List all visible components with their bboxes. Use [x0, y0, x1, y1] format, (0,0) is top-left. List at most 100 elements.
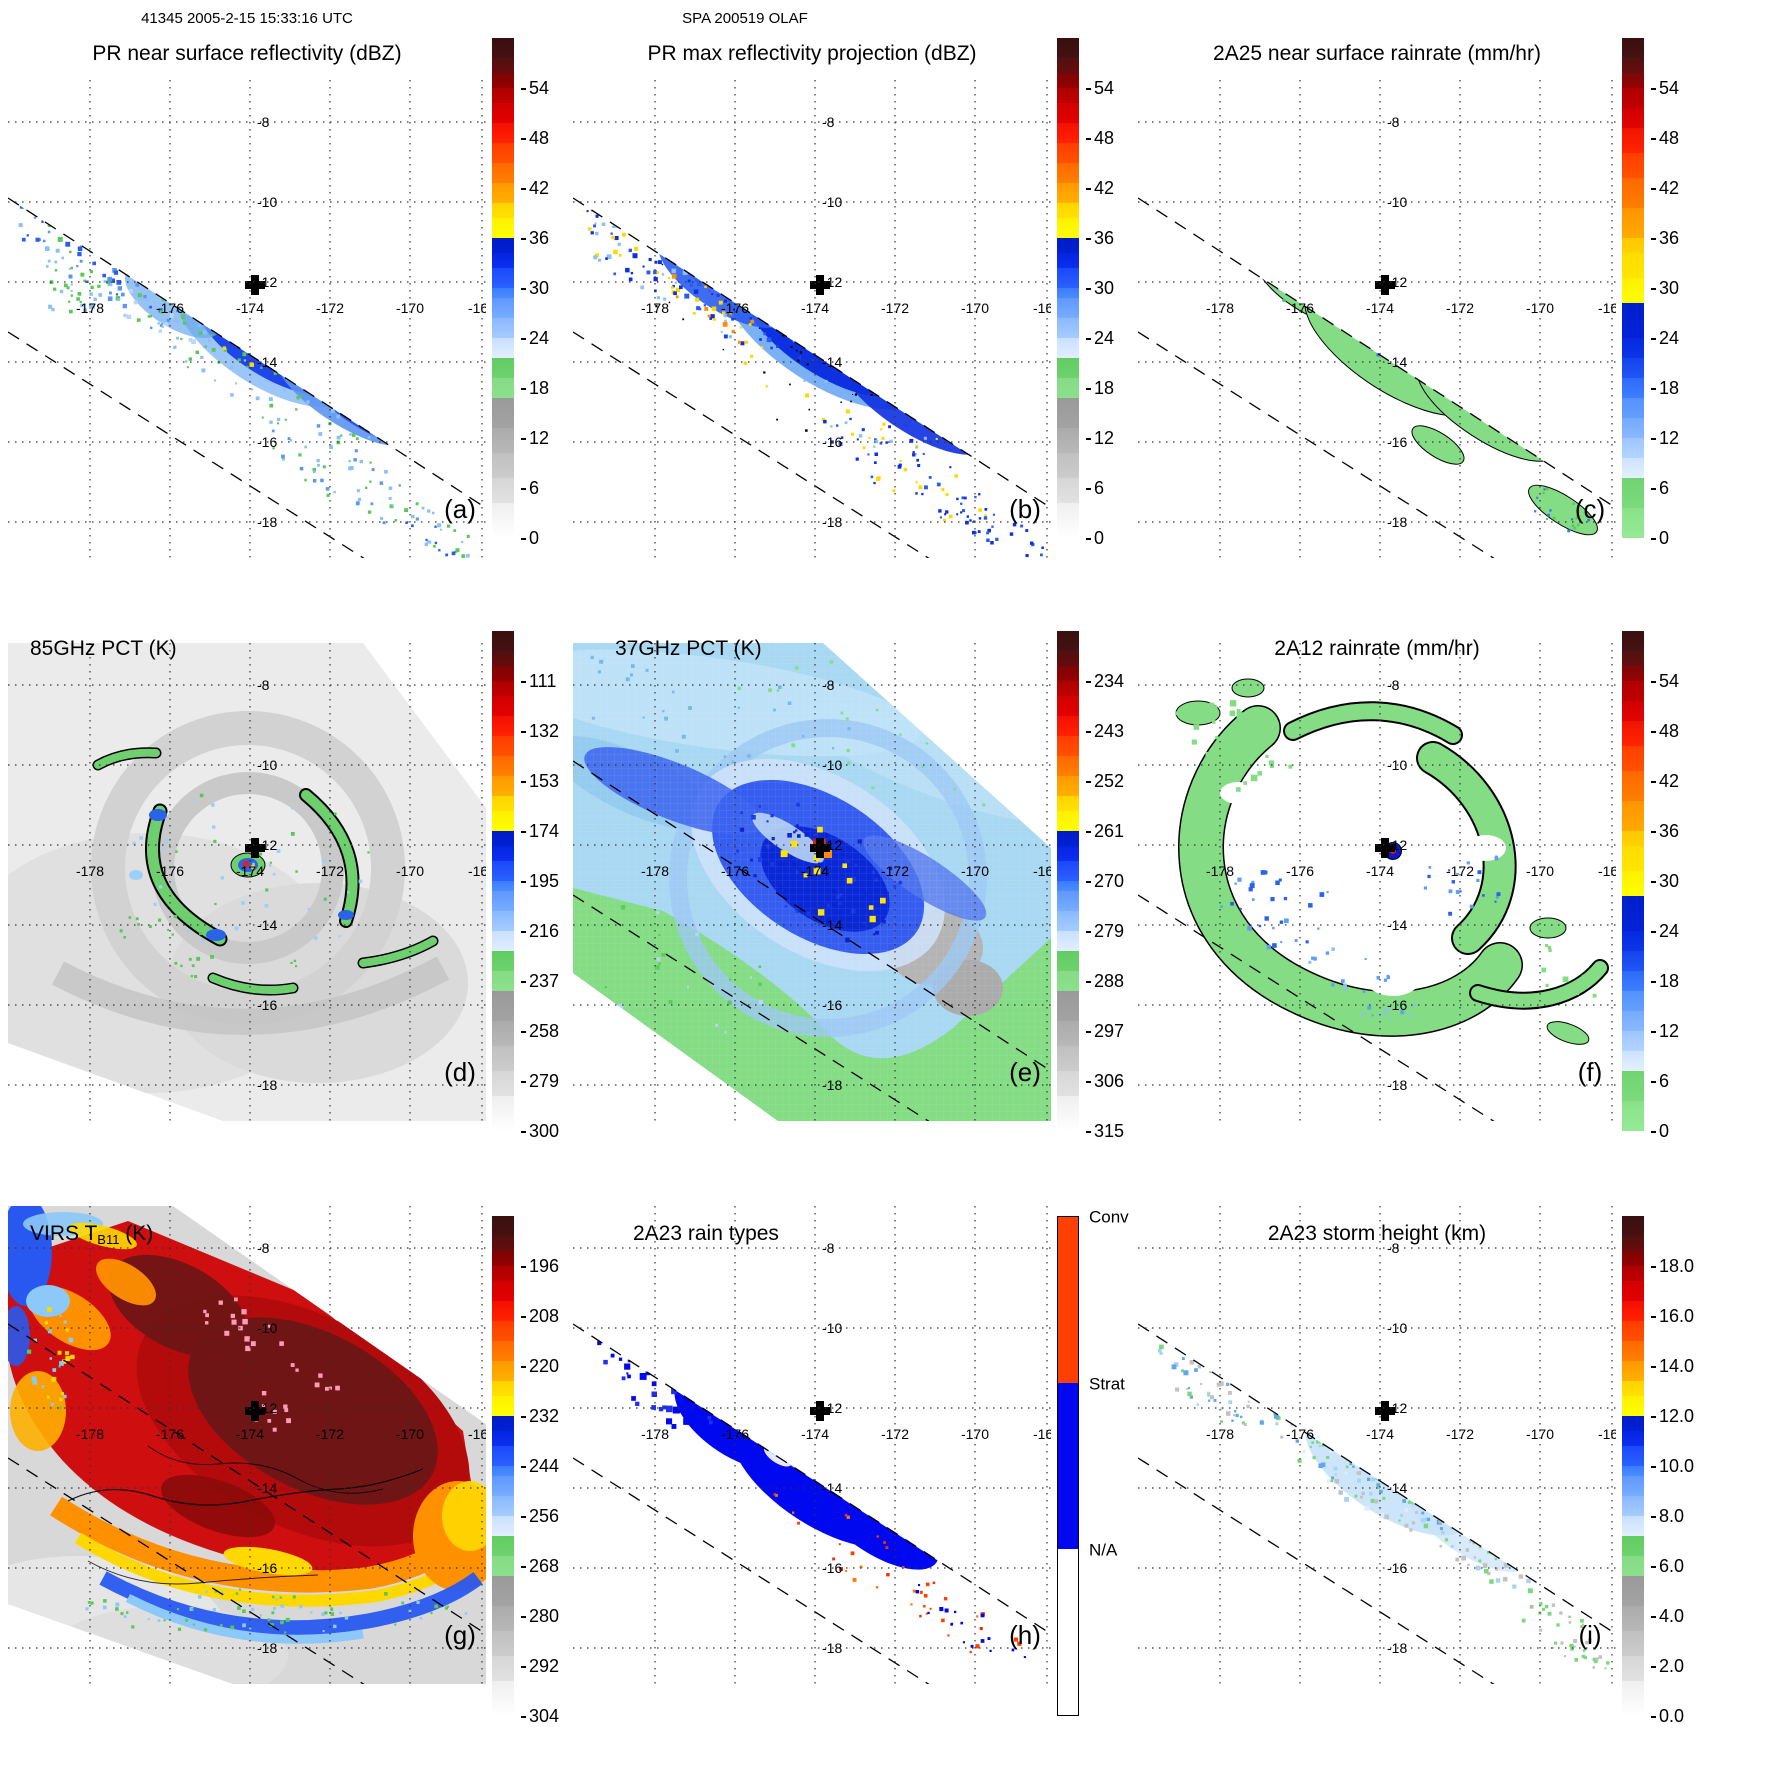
lon-label: -170: [396, 1426, 424, 1442]
lon-label: -174: [236, 1426, 264, 1442]
colorbar-h-na-segment: [1058, 1549, 1078, 1715]
map-2a23-storm-height: -8 -10 -12 -14 -16 -18 -178 -176 -174 -172 -170 -16…: [1138, 1206, 1616, 1684]
panel-i: 2A23 storm height (km) -8 -10 -12 -14 -16 -18…: [1138, 1206, 1694, 1725]
lat-label: -18: [257, 1077, 277, 1093]
pct85-art: [8, 643, 486, 1121]
colorbar-h-strat-segment: [1058, 1382, 1078, 1549]
colorbar-tick-label: 4.0: [1650, 1606, 1685, 1626]
colorbar-tick-label: 306: [1085, 1071, 1125, 1091]
lat-label: -16: [1387, 1560, 1407, 1576]
colorbar-tick-label: 256: [520, 1506, 560, 1526]
latlon-grid-labels: -8 -10 -12 -14 -16 -18 -178 -176 -174 -172 -170 -16…: [641, 1240, 1051, 1656]
colorbar-tick-label: 0: [1650, 528, 1670, 548]
lon-label: -168: [1598, 300, 1616, 316]
lat-label: -10: [257, 757, 277, 773]
panel-letter: (e): [1009, 1057, 1041, 1087]
panel-letter: (g): [444, 1620, 476, 1650]
colorbar-tick-label: 6: [1085, 478, 1105, 498]
panel-e: 37GHz PCT (K): [573, 631, 1124, 1140]
lon-label: -178: [1206, 1426, 1234, 1442]
lon-label: -178: [641, 300, 669, 316]
lon-label: -172: [1446, 300, 1474, 316]
lat-label: -18: [257, 1640, 277, 1656]
lat-label: -18: [822, 1640, 842, 1656]
colorbar-tick-label: 10.0: [1650, 1456, 1695, 1476]
storm-center-cross: [245, 1401, 265, 1421]
swath-edge-dashes: [1138, 894, 1495, 1121]
lat-label: -8: [1387, 114, 1400, 130]
colorbar-tick-label: 12: [1650, 1021, 1680, 1041]
colorbar-tick-label: 12.0: [1650, 1406, 1695, 1426]
lon-label: -168: [1033, 1426, 1051, 1442]
colorbar-a: [492, 38, 514, 538]
lat-label: -10: [1387, 757, 1407, 773]
lat-label: -14: [1387, 917, 1407, 933]
colorbar-tick-label: 12: [520, 428, 550, 448]
storm-center-cross: [810, 838, 830, 858]
lon-label: -168: [1598, 1426, 1616, 1442]
lon-label: -174: [236, 863, 264, 879]
colorbar-tick-label: 48: [1650, 721, 1680, 741]
colorbar-tick-label: 48: [1085, 128, 1115, 148]
rain-type-art: [597, 1324, 1026, 1659]
lon-label: -168: [1033, 300, 1051, 316]
storm-center-cross: [1375, 1401, 1395, 1421]
header-storm-id: SPA 200519 OLAF: [682, 10, 808, 27]
map-pr-max-reflectivity: -8 -10 -12 -14 -16 -18 -178 -176 -174 -172 -170 -16…: [573, 80, 1051, 558]
map-2a25-rainrate: -8 -10 -12 -14 -16 -18 -178 -176 -174 -172 -170 -16…: [1138, 80, 1616, 558]
lat-label: -12: [822, 1400, 842, 1416]
storm-center-cross: [245, 275, 265, 295]
lon-label: -170: [1526, 863, 1554, 879]
colorbar-tick-label: 268: [520, 1556, 560, 1576]
lat-label: -18: [822, 514, 842, 530]
colorbar-tick-label: 196: [520, 1256, 560, 1276]
colorbar-tick-label: 48: [520, 128, 550, 148]
lat-label: -8: [822, 114, 835, 130]
lat-label: -16: [1387, 997, 1407, 1013]
colorbar-tick-label: 18: [520, 378, 550, 398]
lon-label: -176: [721, 1426, 749, 1442]
colorbar-tick-label: 24: [1085, 328, 1115, 348]
colorbar-tick-label: 6: [520, 478, 540, 498]
lon-label: -176: [721, 300, 749, 316]
panel-letter: (b): [1009, 494, 1041, 524]
swath-edge-dashes: [8, 1323, 486, 1684]
panel-h: 2A23 rain types -8 -10 -12 -14 -16 -18 -178 -17…: [573, 1206, 1129, 1716]
panel-letter: (a): [444, 494, 476, 524]
panel-b-title: PR max reflectivity projection (dBZ): [647, 42, 977, 65]
colorbar-tick-label: 234: [1085, 671, 1125, 691]
colorbar-e-ticks: 234 243 252 261 270 279 288 297 306 315: [1085, 631, 1149, 1140]
lon-label: -170: [396, 300, 424, 316]
colorbar-tick-label: 279: [1085, 921, 1125, 941]
colorbar-tick-label: 36: [1085, 228, 1115, 248]
storm-center-cross: [245, 838, 265, 858]
latlon-gridlines: [1138, 1206, 1616, 1684]
colorbar-tick-label: 24: [1650, 921, 1680, 941]
panel-letter: (i): [1578, 1620, 1601, 1650]
map-2a12-rainrate: -8 -10 -12 -14 -16 -18 -178 -176 -174 -172 -170 -16…: [1138, 643, 1616, 1121]
panel-f: 2A12 rainrate (mm/hr): [1138, 631, 1679, 1140]
colorbar-tick-label: 216: [520, 921, 560, 941]
map-pr-reflectivity: -8 -10 -12 -14 -16 -18 -178 -176 -174 -172 -170 -16…: [8, 80, 486, 558]
pct37-art: [573, 643, 1051, 1121]
lat-label: -12: [257, 274, 277, 290]
colorbar-tick-label: 36: [1650, 821, 1680, 841]
latlon-gridlines: [573, 1206, 1051, 1684]
lat-label: -12: [1387, 274, 1407, 290]
latlon-gridlines: [1138, 80, 1616, 558]
colorbar-tick-label: 315: [1085, 1121, 1125, 1141]
colorbar-tick-label: 153: [520, 771, 560, 791]
storm-height-art: [1157, 1324, 1610, 1670]
colorbar-tick-label: 174: [520, 821, 560, 841]
lat-label: -14: [1387, 1480, 1407, 1496]
latlon-gridlines: [573, 643, 1051, 1121]
colorbar-tick-label: 6.0: [1650, 1556, 1685, 1576]
swath-edge-dashes: [573, 760, 1051, 1121]
colorbar-tick-label: 30: [520, 278, 550, 298]
rain-type-label: Conv: [1089, 1207, 1129, 1227]
lat-label: -16: [822, 997, 842, 1013]
colorbar-i: [1622, 1216, 1644, 1716]
lon-label: -174: [801, 863, 829, 879]
latlon-grid-labels: -8 -10 -12 -14 -16 -18 -178 -176 -174 -172 -170 -16…: [76, 114, 486, 530]
